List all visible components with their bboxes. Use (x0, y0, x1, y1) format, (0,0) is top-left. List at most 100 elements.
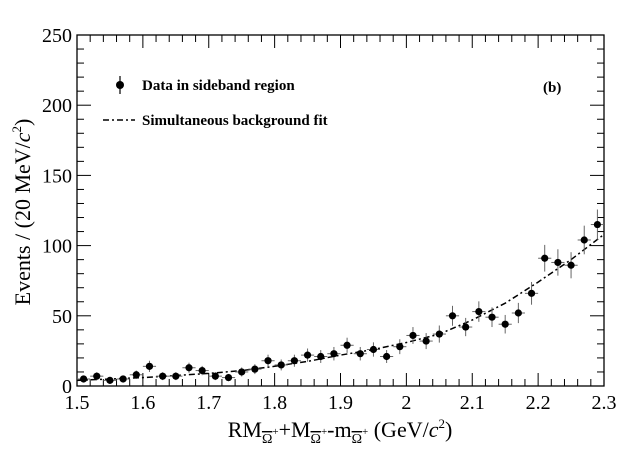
legend-label-data: Data in sideband region (142, 78, 295, 94)
data-point (380, 350, 394, 363)
data-marker (290, 357, 298, 365)
data-marker (119, 375, 127, 383)
y-axis-title: Events / (20 MeV/c2) (9, 119, 35, 306)
y-tick-label: 200 (42, 95, 72, 117)
data-marker (330, 350, 338, 358)
legend: Data in sideband region Simultaneous bac… (103, 76, 328, 129)
data-marker (93, 372, 101, 380)
x-tick-label: 1.6 (130, 392, 155, 414)
data-marker (580, 236, 588, 244)
x-tick-label: 1.8 (262, 392, 287, 414)
data-marker (277, 361, 285, 369)
fit-curve-group (76, 233, 605, 382)
data-point (169, 372, 183, 381)
data-point (551, 249, 565, 276)
y-tick-label: 100 (42, 236, 72, 258)
data-point (366, 342, 381, 357)
data-point (406, 327, 420, 344)
data-marker (145, 362, 154, 370)
data-marker (396, 343, 404, 351)
data-point (274, 359, 288, 371)
fit-curve-line (76, 233, 605, 382)
data-marker (79, 375, 88, 383)
data-point (287, 354, 301, 367)
data-marker (251, 365, 259, 373)
y-tick-label: 150 (42, 165, 72, 187)
x-tick-label: 1.9 (328, 392, 353, 414)
data-marker (541, 254, 549, 262)
data-marker (383, 352, 391, 361)
data-point (472, 301, 486, 322)
x-tick-label: 2.2 (526, 392, 551, 414)
data-marker (185, 364, 193, 372)
data-point (116, 375, 130, 383)
data-point (195, 365, 209, 376)
data-point (103, 376, 117, 384)
x-tick-label: 2.1 (460, 392, 485, 414)
data-marker (211, 372, 219, 380)
x-axis-title: RMΩ++MΩ+-mΩ+ (GeV/c2) (228, 416, 453, 447)
data-marker (462, 323, 470, 331)
x-tick-label: 2.3 (592, 392, 617, 414)
data-marker (303, 351, 312, 359)
data-point (445, 305, 460, 326)
data-point (353, 346, 367, 361)
legend-label-fit: Simultaneous background fit (142, 113, 328, 129)
data-marker (593, 220, 602, 229)
data-point (340, 337, 354, 353)
data-marker (172, 372, 180, 380)
data-point (208, 372, 222, 381)
data-point (577, 225, 591, 255)
data-point (511, 302, 525, 324)
data-marker (475, 307, 483, 316)
data-marker (264, 357, 272, 365)
data-marker (422, 337, 430, 345)
x-axis-ticks: 1.5 1.6 1.7 1.8 1.9 2 2.1 2.2 2.3 (65, 35, 617, 414)
data-marker (369, 345, 378, 354)
data-point (393, 339, 407, 355)
data-marker (527, 289, 536, 297)
data-point (235, 367, 249, 377)
data-point (314, 350, 328, 363)
data-point (142, 360, 157, 372)
data-point (485, 307, 499, 328)
data-marker (448, 312, 457, 320)
data-marker (132, 371, 140, 379)
data-points-group (77, 209, 604, 384)
data-point (77, 375, 91, 383)
y-tick-label: 0 (62, 376, 72, 398)
y-axis-ticks: 0 50 100 150 200 250 (42, 25, 604, 398)
data-point (261, 354, 275, 367)
data-point (564, 252, 578, 279)
data-point (248, 364, 262, 375)
data-marker (224, 373, 233, 382)
data-point (524, 281, 539, 305)
data-point (498, 314, 512, 334)
panel-label: (b) (543, 80, 561, 96)
x-tick-label: 1.5 (65, 392, 90, 414)
data-point (156, 372, 170, 381)
data-marker (106, 376, 114, 384)
data-point (432, 325, 446, 343)
y-tick-label: 250 (42, 25, 72, 47)
data-marker (435, 330, 443, 338)
data-marker (567, 261, 575, 269)
data-marker (409, 331, 417, 340)
data-point (419, 333, 433, 350)
data-point (90, 372, 104, 381)
data-point (327, 346, 341, 361)
data-point (221, 373, 236, 382)
data-point (590, 209, 604, 240)
y-tick-label: 50 (52, 306, 72, 328)
data-marker (159, 372, 167, 380)
x-tick-label: 2 (401, 392, 411, 414)
data-point (182, 362, 196, 373)
data-point (300, 348, 315, 362)
data-marker (488, 313, 496, 321)
data-marker (501, 320, 509, 328)
data-marker (238, 368, 246, 376)
data-marker (514, 309, 522, 317)
data-point (129, 370, 143, 379)
data-point (538, 244, 552, 272)
